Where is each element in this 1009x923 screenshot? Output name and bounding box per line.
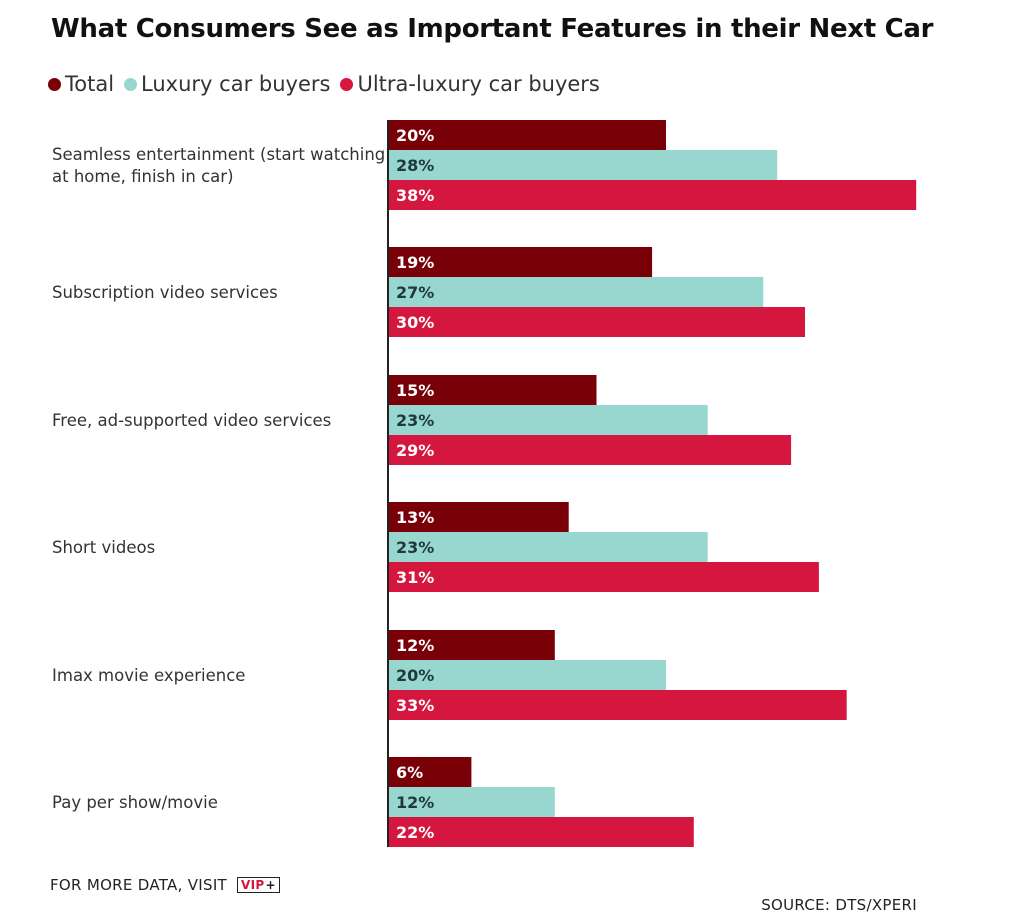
more-data-text: FOR MORE DATA, VISIT	[50, 876, 228, 894]
data-label: 23%	[396, 411, 434, 430]
legend-item-luxury: Luxury car buyers	[124, 72, 330, 96]
bar-total	[388, 120, 666, 150]
vip-plus-logo[interactable]: VIP +	[237, 877, 280, 893]
bar-total	[388, 757, 472, 787]
bar-total	[388, 247, 653, 277]
bar-luxury-car-buyers	[388, 405, 708, 435]
bar-total	[388, 502, 569, 532]
category-label: Imax movie experience	[52, 666, 245, 685]
legend-label-total: Total	[65, 72, 115, 96]
data-label: 19%	[396, 253, 434, 272]
bar-luxury-car-buyers	[388, 787, 555, 817]
category-label: Subscription video services	[52, 283, 278, 302]
bar-luxury-car-buyers	[388, 532, 708, 562]
chart-legend: Total Luxury car buyers Ultra-luxury car…	[48, 72, 610, 96]
bar-luxury-car-buyers	[388, 660, 666, 690]
bar-ultra-luxury-car-buyers	[388, 307, 805, 337]
category-label: Free, ad-supported video services	[52, 411, 331, 430]
data-label: 31%	[396, 568, 434, 587]
data-label: 38%	[396, 186, 434, 205]
data-label: 27%	[396, 283, 434, 302]
data-label: 22%	[396, 823, 434, 842]
legend-label-luxury: Luxury car buyers	[141, 72, 331, 96]
legend-item-ultra-luxury: Ultra-luxury car buyers	[340, 72, 600, 96]
category-label: Pay per show/movie	[52, 793, 218, 812]
data-label: 6%	[396, 763, 423, 782]
data-label: 13%	[396, 508, 434, 527]
bar-ultra-luxury-car-buyers	[388, 180, 917, 210]
category-label: Short videos	[52, 538, 155, 557]
bar-luxury-car-buyers	[388, 150, 778, 180]
bar-total	[388, 375, 597, 405]
data-label: 29%	[396, 441, 434, 460]
legend-label-ultra-luxury: Ultra-luxury car buyers	[357, 72, 600, 96]
bar-luxury-car-buyers	[388, 277, 764, 307]
bar-ultra-luxury-car-buyers	[388, 562, 819, 592]
legend-item-total: Total	[48, 72, 114, 96]
bar-ultra-luxury-car-buyers	[388, 435, 792, 465]
category-label: at home, finish in car)	[52, 167, 234, 186]
data-label: 20%	[396, 666, 434, 685]
bar-total	[388, 630, 555, 660]
vip-logo-plus: +	[265, 878, 276, 892]
legend-swatch-ultra-luxury	[340, 77, 354, 91]
vip-logo-text: VIP	[241, 878, 265, 892]
data-label: 12%	[396, 793, 434, 812]
data-label: 30%	[396, 313, 434, 332]
data-label: 20%	[396, 126, 434, 145]
category-label: Seamless entertainment (start watching	[52, 145, 385, 164]
data-label: 23%	[396, 538, 434, 557]
legend-swatch-total	[48, 77, 61, 91]
source-note: SOURCE: DTS/XPERI	[761, 896, 917, 914]
data-label: 33%	[396, 696, 434, 715]
data-label: 28%	[396, 156, 434, 175]
legend-swatch-luxury	[124, 77, 138, 91]
bar-chart: Seamless entertainment (start watching at…	[52, 120, 917, 847]
more-data-note: FOR MORE DATA, VISIT VIP +	[50, 876, 280, 894]
data-label: 15%	[396, 381, 434, 400]
data-label: 12%	[396, 636, 434, 655]
bar-ultra-luxury-car-buyers	[388, 817, 694, 847]
bar-ultra-luxury-car-buyers	[388, 690, 847, 720]
chart-title: What Consumers See as Important Features…	[51, 14, 934, 44]
